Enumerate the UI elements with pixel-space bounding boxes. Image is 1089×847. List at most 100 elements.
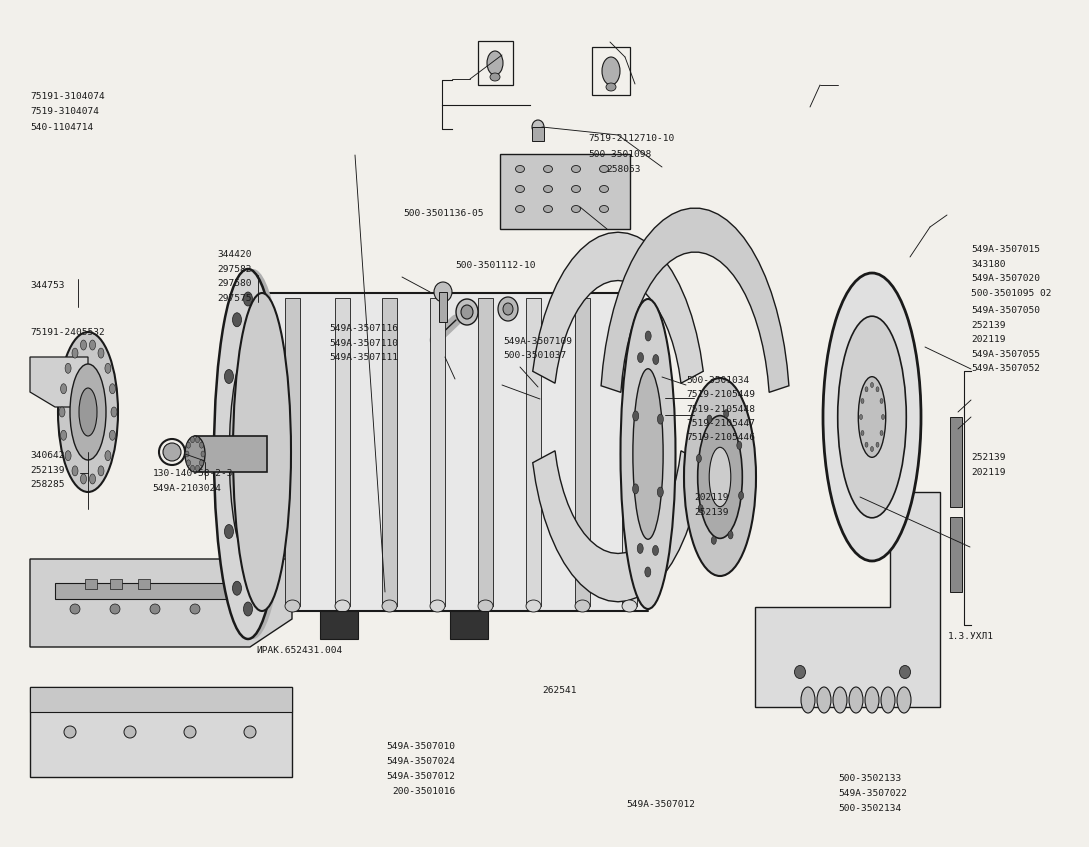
Text: 500-3501095 02: 500-3501095 02: [971, 289, 1052, 297]
Text: 549А-3507052: 549А-3507052: [971, 364, 1040, 373]
Ellipse shape: [880, 398, 883, 403]
Ellipse shape: [490, 73, 500, 81]
Ellipse shape: [876, 387, 879, 392]
Ellipse shape: [109, 384, 115, 394]
Polygon shape: [430, 298, 445, 606]
Ellipse shape: [795, 666, 806, 678]
Ellipse shape: [224, 369, 233, 384]
Text: 340642: 340642: [30, 451, 65, 460]
Text: 297575: 297575: [218, 294, 253, 302]
Ellipse shape: [600, 206, 609, 213]
Ellipse shape: [698, 505, 703, 512]
Ellipse shape: [255, 581, 264, 595]
FancyBboxPatch shape: [320, 611, 358, 639]
Text: 549А-3507055: 549А-3507055: [971, 350, 1040, 358]
Text: 549А-3507110: 549А-3507110: [329, 339, 397, 347]
Ellipse shape: [605, 83, 616, 91]
Ellipse shape: [707, 415, 712, 424]
Ellipse shape: [81, 474, 86, 484]
Ellipse shape: [498, 297, 518, 321]
FancyBboxPatch shape: [85, 579, 97, 589]
Polygon shape: [622, 298, 637, 606]
Ellipse shape: [382, 600, 397, 612]
Text: 75191-2405532: 75191-2405532: [30, 329, 106, 337]
Ellipse shape: [515, 206, 525, 213]
Ellipse shape: [233, 293, 291, 611]
Ellipse shape: [79, 388, 97, 436]
Polygon shape: [30, 559, 292, 647]
Ellipse shape: [98, 466, 105, 476]
Ellipse shape: [876, 442, 879, 447]
Text: 252139: 252139: [30, 466, 65, 474]
Ellipse shape: [696, 455, 701, 462]
Ellipse shape: [865, 387, 868, 392]
Text: 344420: 344420: [218, 250, 253, 258]
Ellipse shape: [221, 447, 231, 461]
Ellipse shape: [652, 355, 659, 364]
Ellipse shape: [430, 600, 445, 612]
Text: 549А-2103024: 549А-2103024: [152, 484, 221, 493]
Ellipse shape: [849, 687, 862, 713]
FancyBboxPatch shape: [439, 292, 446, 322]
FancyBboxPatch shape: [533, 127, 544, 141]
Ellipse shape: [110, 604, 120, 614]
Text: 202119: 202119: [971, 335, 1006, 344]
Text: 549А-3507109: 549А-3507109: [503, 337, 572, 346]
Ellipse shape: [870, 446, 873, 451]
Polygon shape: [755, 492, 940, 707]
Text: 549А-3507012: 549А-3507012: [387, 772, 455, 781]
Ellipse shape: [724, 410, 729, 418]
Text: 500-3502134: 500-3502134: [839, 805, 902, 813]
Ellipse shape: [191, 437, 195, 443]
Ellipse shape: [199, 460, 204, 466]
Text: 297580: 297580: [218, 280, 253, 288]
Text: 500-3501112-10: 500-3501112-10: [455, 262, 536, 270]
Text: 500-3501034: 500-3501034: [686, 376, 749, 385]
Ellipse shape: [70, 604, 79, 614]
FancyBboxPatch shape: [195, 436, 267, 472]
Ellipse shape: [859, 414, 862, 419]
Ellipse shape: [478, 600, 493, 612]
Text: 7519-2112710-10: 7519-2112710-10: [588, 135, 674, 143]
Text: 549А-3507015: 549А-3507015: [971, 246, 1040, 254]
Text: 252139: 252139: [695, 508, 730, 517]
Ellipse shape: [186, 442, 191, 448]
Text: 549А-3507012: 549А-3507012: [626, 800, 695, 809]
Ellipse shape: [602, 57, 620, 85]
Ellipse shape: [111, 407, 117, 417]
Text: 549А-3507024: 549А-3507024: [387, 757, 455, 766]
Ellipse shape: [621, 299, 675, 609]
Ellipse shape: [658, 487, 663, 497]
Text: 258053: 258053: [607, 165, 641, 174]
Ellipse shape: [858, 377, 885, 457]
Text: 500-3501037: 500-3501037: [503, 352, 566, 360]
Ellipse shape: [72, 348, 78, 358]
Ellipse shape: [711, 536, 717, 545]
Ellipse shape: [633, 411, 638, 421]
Ellipse shape: [98, 348, 105, 358]
Ellipse shape: [837, 316, 906, 518]
Ellipse shape: [65, 451, 71, 461]
Ellipse shape: [637, 544, 644, 553]
Ellipse shape: [865, 442, 868, 447]
Ellipse shape: [163, 443, 181, 461]
Polygon shape: [30, 687, 292, 777]
Text: 1.3.УХЛ1: 1.3.УХЛ1: [947, 633, 993, 641]
Ellipse shape: [150, 604, 160, 614]
Ellipse shape: [89, 474, 96, 484]
Ellipse shape: [61, 430, 66, 440]
FancyBboxPatch shape: [950, 517, 962, 592]
Ellipse shape: [861, 398, 864, 403]
Ellipse shape: [637, 352, 644, 363]
Ellipse shape: [109, 430, 115, 440]
Ellipse shape: [709, 447, 731, 507]
Text: 75191-3104074: 75191-3104074: [30, 92, 106, 101]
Ellipse shape: [285, 600, 299, 612]
Ellipse shape: [64, 726, 76, 738]
Text: 549А-3507020: 549А-3507020: [971, 274, 1040, 283]
Text: 540-1104714: 540-1104714: [30, 123, 94, 131]
Ellipse shape: [881, 414, 884, 419]
Ellipse shape: [89, 340, 96, 350]
Ellipse shape: [266, 447, 274, 461]
Ellipse shape: [262, 369, 271, 384]
